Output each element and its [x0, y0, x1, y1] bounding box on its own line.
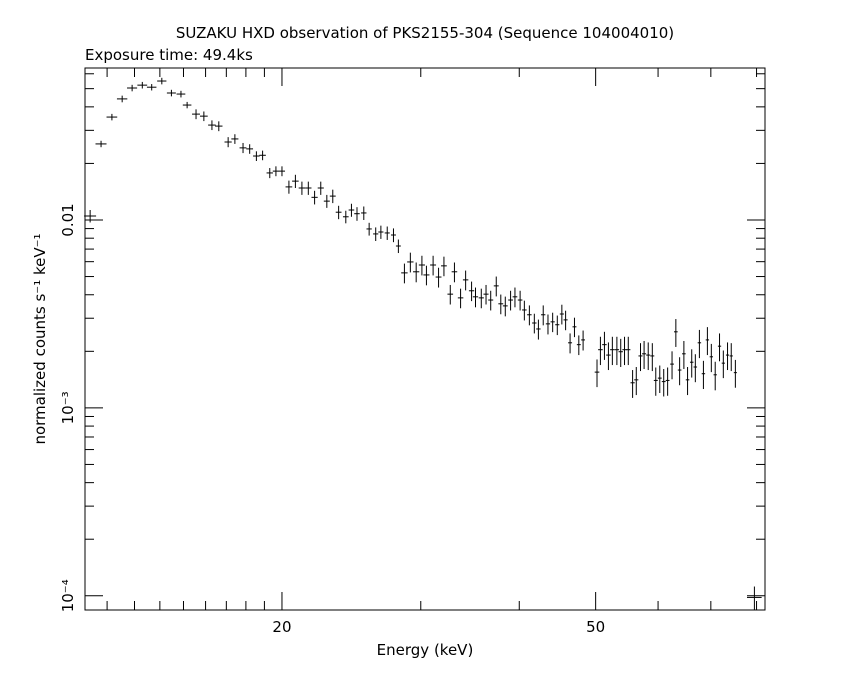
x-tick-label: 20	[272, 618, 291, 636]
plot-frame	[84, 67, 766, 611]
chart-subtitle: Exposure time: 49.4ks	[85, 46, 253, 64]
y-tick-label: 0.01	[59, 203, 77, 236]
x-tick-label: 50	[586, 618, 605, 636]
y-axis-label: normalized counts s⁻¹ keV⁻¹	[31, 233, 49, 444]
x-axis-label: Energy (keV)	[377, 641, 474, 659]
y-tick-label: 10⁻⁴	[59, 579, 77, 612]
y-tick-label: 10⁻³	[59, 391, 77, 424]
chart-title: SUZAKU HXD observation of PKS2155-304 (S…	[176, 24, 674, 42]
